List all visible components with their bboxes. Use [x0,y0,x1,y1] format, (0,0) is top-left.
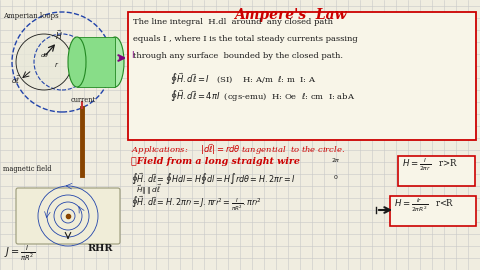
Text: RHR: RHR [88,244,113,253]
Text: ①Field from a long straight wire: ①Field from a long straight wire [131,157,300,166]
Text: $2\pi$: $2\pi$ [331,156,341,164]
Text: Ampere's  Law: Ampere's Law [234,8,346,22]
Text: $\oint\vec{H}.d\vec{\ell} = 4\pi I$  (cgs-emu)  H: Oe  $\ell$: cm  I: abA: $\oint\vec{H}.d\vec{\ell} = 4\pi I$ (cgs… [170,88,355,104]
Text: Applications:     $|d\vec{\ell}|=rd\theta$ tangential  to the circle.: Applications: $|d\vec{\ell}|=rd\theta$ t… [131,142,345,157]
Text: $\oint\vec{H}.d\vec{\ell} = \oint Hdl = H\oint dl = H\int rd\theta = H.2\pi r = : $\oint\vec{H}.d\vec{\ell} = \oint Hdl = … [131,171,296,187]
Text: current: current [71,96,96,104]
Text: The line integral  H.dl  around  any closed path: The line integral H.dl around any closed… [133,18,333,26]
Text: equals I , where I is the total steady currents passing: equals I , where I is the total steady c… [133,35,358,43]
Text: $H=\frac{I}{2\pi r}$   r>R: $H=\frac{I}{2\pi r}$ r>R [402,157,458,174]
FancyBboxPatch shape [16,188,120,244]
Bar [128,12,476,140]
Text: $H=\frac{Ir}{2\pi R^2}$   r<R: $H=\frac{Ir}{2\pi R^2}$ r<R [394,197,455,214]
Text: $r$: $r$ [54,60,59,69]
Text: through any surface  bounded by the closed path.: through any surface bounded by the close… [133,52,343,60]
Text: $\oint\vec{H}.d\vec{\ell} = I$   (SI)    H: A/m  $\ell$: m  I: A: $\oint\vec{H}.d\vec{\ell} = I$ (SI) H: A… [170,71,316,87]
Text: $0$: $0$ [333,173,338,181]
Text: $\vec{H}\!\parallel\!\parallel d\vec{\ell}$: $\vec{H}\!\parallel\!\parallel d\vec{\el… [136,183,163,197]
Text: Amperian loops: Amperian loops [3,12,59,20]
Text: $d\theta$: $d\theta$ [40,51,49,59]
Ellipse shape [106,37,124,87]
Text: $d\vec{\ell}$: $d\vec{\ell}$ [11,73,21,86]
Polygon shape [16,34,72,90]
Bar [390,196,476,226]
Text: $J = \frac{I}{\pi R^2}$: $J = \frac{I}{\pi R^2}$ [4,244,35,264]
Text: $\oint\vec{H}.d\vec{\ell} = H.2\pi r\prime = J.\pi r\prime^2 = \frac{I}{\pi R^2}: $\oint\vec{H}.d\vec{\ell} = H.2\pi r\pri… [131,194,262,213]
Text: magnetic field: magnetic field [3,165,51,173]
Bar [398,156,475,186]
Bar [77,37,115,87]
Text: I: I [131,52,133,60]
Ellipse shape [68,37,86,87]
Text: $\vec{H}$: $\vec{H}$ [55,28,63,42]
